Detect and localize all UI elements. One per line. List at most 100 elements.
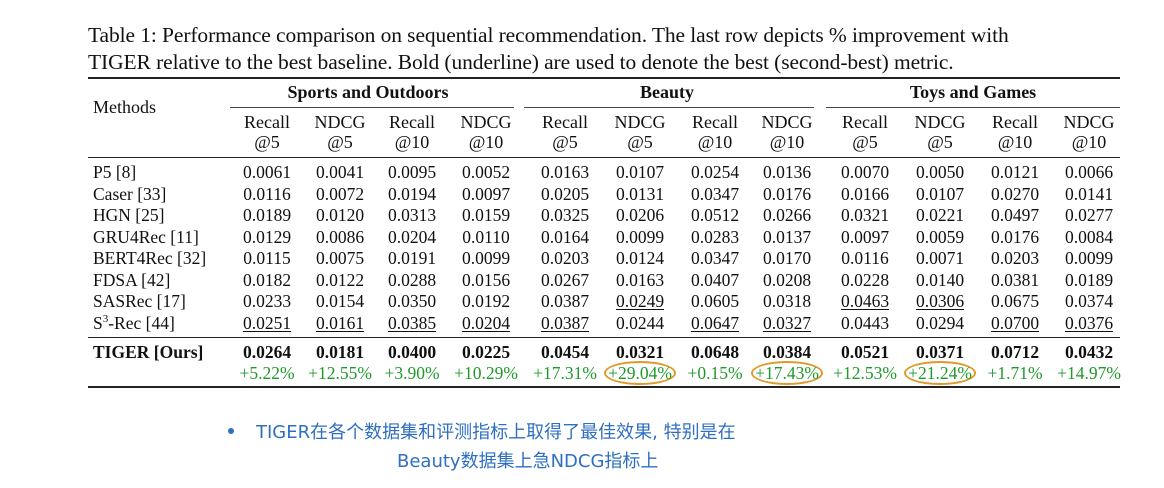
metric-value: 0.0084 [1064, 226, 1114, 247]
metric-value: 0.0097 [461, 183, 511, 204]
metric-cell: 0.0120 [303, 205, 377, 226]
metric-value: 0.0129 [242, 226, 292, 247]
metric-value: 0.0099 [461, 248, 511, 268]
improvement-cell: +5.22% [226, 363, 308, 384]
metric-cell: 0.0347 [678, 184, 752, 205]
metric-cell: 0.0221 [903, 205, 977, 226]
column-header: NDCG @10 [750, 112, 824, 152]
caption-line-2: TIGER relative to the best baseline. Bol… [88, 50, 954, 74]
metric-cell: 0.0204 [375, 227, 449, 248]
column-header-cutoff: @10 [769, 132, 805, 152]
metric-cell: 0.0163 [603, 270, 677, 291]
metric-value: 0.0107 [915, 183, 965, 204]
metric-value: 0.0137 [762, 226, 812, 247]
metric-cell: 0.0116 [828, 248, 902, 269]
metric-cell: 0.0512 [678, 205, 752, 226]
group-underline-toys [826, 107, 1120, 108]
group-header-sports: Sports and Outdoors [287, 82, 449, 102]
column-header-cutoff: @5 [927, 132, 953, 152]
table-row: SASRec [17] 0.0233 0.0154 0.0350 0.0192 0.038… [0, 291, 1164, 313]
column-header-metric: NDCG [460, 112, 512, 132]
improvement-cell: +14.97% [1048, 363, 1130, 384]
column-header-cutoff: @5 [552, 132, 578, 152]
metric-value: 0.0497 [990, 205, 1040, 225]
metric-value: 0.0041 [315, 162, 365, 182]
metric-value: 0.0454 [540, 342, 590, 362]
metric-value: 0.0166 [840, 183, 890, 204]
metric-cell: 0.0156 [449, 270, 523, 291]
metric-cell: 0.0170 [750, 248, 824, 269]
metric-cell: 0.0270 [978, 184, 1052, 205]
method-name: P5 [8] [93, 162, 137, 182]
metric-value: 0.0141 [1064, 183, 1114, 204]
metric-cell: 0.0381 [978, 270, 1052, 291]
metric-cell: 0.0099 [449, 248, 523, 269]
metric-value: 0.0270 [990, 183, 1040, 204]
metric-value: 0.0066 [1064, 162, 1114, 182]
metric-cell: 0.0244 [603, 313, 677, 334]
metric-value: 0.0385 [387, 312, 437, 333]
metric-value: 0.0327 [762, 312, 812, 333]
metric-value: 0.0203 [540, 248, 590, 268]
column-header-cutoff: @5 [627, 132, 653, 152]
method-name: FDSA [42] [93, 269, 171, 290]
metric-value: 0.0387 [540, 291, 590, 311]
metric-cell: 0.0497 [978, 205, 1052, 226]
metric-cell: 0.0205 [528, 184, 602, 205]
improvement-value: +17.31% [533, 363, 597, 383]
metric-value: 0.0264 [242, 342, 292, 362]
column-header-metric: Recall [692, 112, 738, 132]
metric-value: 0.0251 [242, 312, 292, 333]
column-header: NDCG @5 [603, 112, 677, 152]
metric-cell: 0.0163 [528, 162, 602, 183]
metric-cell: 0.0387 [528, 291, 602, 312]
metric-cell: 0.0374 [1052, 291, 1126, 312]
metric-value: 0.0306 [915, 291, 965, 311]
metric-cell: 0.0203 [978, 248, 1052, 269]
improvement-value: +3.90% [384, 363, 440, 383]
metric-value: 0.0156 [461, 269, 511, 290]
metric-value: 0.0099 [1064, 248, 1114, 268]
column-header-metric: NDCG [761, 112, 813, 132]
metric-value: 0.0124 [615, 248, 665, 268]
metric-cell: 0.0131 [603, 184, 677, 205]
metric-value: 0.0208 [762, 269, 812, 290]
metric-value: 0.0072 [315, 183, 365, 204]
metric-value: 0.0244 [615, 312, 665, 333]
metric-value: 0.0318 [762, 291, 812, 311]
improvement-cell: +3.90% [371, 363, 453, 384]
metric-value: 0.0116 [841, 248, 889, 268]
improvement-cell: +10.29% [445, 363, 527, 384]
improvement-cell: +12.55% [299, 363, 381, 384]
metric-cell: 0.0110 [449, 227, 523, 248]
metric-value: 0.0233 [242, 291, 292, 311]
group-header-beauty: Beauty [640, 82, 694, 102]
table-row: BERT4Rec [32] 0.0115 0.0075 0.0191 0.0099 0.0… [0, 248, 1164, 270]
metric-value: 0.0675 [990, 291, 1040, 311]
metric-value: 0.0163 [615, 269, 665, 290]
metric-cell: 0.0189 [1052, 270, 1126, 291]
metric-value: 0.0099 [615, 226, 665, 247]
metric-cell: 0.0283 [678, 227, 752, 248]
metric-value: 0.0350 [387, 291, 437, 311]
metric-value: 0.0605 [690, 291, 740, 311]
metric-cell: 0.0267 [528, 270, 602, 291]
metric-cell: 0.0325 [528, 205, 602, 226]
method-name: TIGER [Ours] [93, 342, 204, 362]
metric-value: 0.0071 [915, 248, 965, 268]
methods-header: Methods [93, 97, 156, 117]
column-header: Recall @5 [828, 112, 902, 152]
metric-value: 0.0700 [990, 312, 1040, 333]
metric-cell: 0.0675 [978, 291, 1052, 312]
metric-cell: 0.0192 [449, 291, 523, 312]
metric-cell: 0.0347 [678, 248, 752, 269]
metric-value: 0.0061 [242, 162, 292, 182]
metric-value: 0.0059 [915, 226, 965, 247]
metric-value: 0.0192 [461, 291, 511, 311]
metric-cell: 0.0161 [303, 313, 377, 334]
metric-value: 0.0384 [762, 342, 812, 362]
column-header-cutoff: @10 [697, 132, 733, 152]
metric-value: 0.0283 [690, 226, 740, 247]
metric-value: 0.0182 [242, 269, 292, 290]
metric-value: 0.0325 [540, 205, 590, 225]
